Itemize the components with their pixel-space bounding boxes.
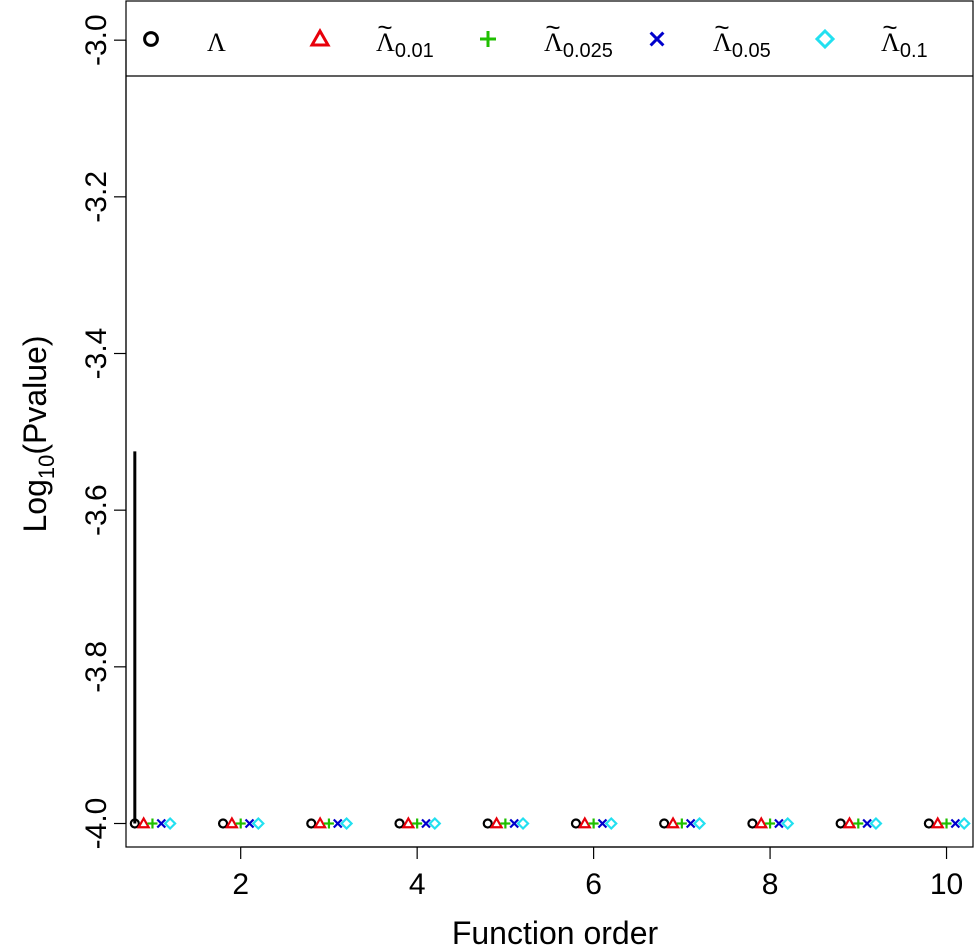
y-axis-title-subscript: 10 (34, 455, 59, 479)
y-axis-title-prefix: Log (17, 479, 53, 532)
data-point-series-2 (853, 818, 864, 829)
legend-label-sub: 0.05 (732, 40, 771, 62)
legend-label-3: Λ0.05 (713, 28, 771, 62)
x-axis: 2 4 6 8 10 (232, 846, 963, 901)
legend-label-main: Λ (376, 28, 395, 57)
data-point-series-3 (862, 818, 872, 829)
data-point-series-4 (163, 816, 177, 831)
y-tick-label: -3.0 (80, 14, 113, 66)
data-point-series-1 (313, 816, 327, 829)
legend-label-1: Λ0.01 (376, 28, 434, 62)
legend-label-main: Λ (881, 28, 900, 57)
data-point-series-1 (930, 816, 945, 829)
data-point-series-2 (588, 818, 599, 829)
data-point-series-4 (604, 816, 618, 831)
legend-label-4: Λ0.1 (881, 28, 928, 62)
data-point-series-0 (659, 818, 670, 829)
data-point-series-0 (482, 818, 493, 829)
data-point-series-4 (516, 816, 530, 831)
data-point-series-1 (842, 816, 857, 829)
data-point-series-1 (489, 816, 504, 829)
y-tick-label: -3.6 (80, 484, 113, 536)
data-point-series-4 (957, 816, 971, 831)
data-point-series-1 (224, 816, 239, 829)
legend-marker-0 (143, 31, 159, 47)
data-point-series-4 (340, 816, 354, 831)
legend-label-2: Λ0.025 (544, 28, 613, 62)
data-point-series-4 (781, 816, 795, 831)
data-point-series-2 (323, 818, 334, 829)
data-point-series-3 (509, 818, 519, 829)
y-tick-label: -4.0 (80, 798, 113, 850)
data-point-series-0 (394, 818, 405, 829)
data-point-series-3 (156, 818, 167, 829)
data-point-series-2 (147, 818, 158, 829)
legend-label-sub: 0.025 (563, 40, 613, 62)
data-point-series-2 (676, 818, 687, 829)
data-point-series-4 (251, 816, 265, 831)
legend-marker-4 (814, 28, 836, 50)
legend-tilde-3: ~ (714, 12, 729, 42)
data-point-series-3 (950, 818, 961, 829)
y-axis-title: Log10(Pvalue) (17, 335, 59, 532)
data-point-series-0 (747, 818, 758, 829)
legend-label-main: Λ (207, 28, 226, 57)
data-point-series-3 (774, 818, 784, 829)
data-point-series-3 (597, 818, 608, 829)
plot-frame (125, 0, 974, 848)
y-tick-label: -3.8 (80, 641, 113, 693)
y-axis-title-suffix: (Pvalue) (17, 335, 53, 454)
data-point-series-0 (570, 818, 582, 829)
data-point-series-3 (244, 818, 255, 829)
data-point-series-4 (428, 816, 442, 831)
data-point-series-0 (835, 818, 846, 829)
data-point-series-1 (577, 816, 592, 829)
data-point-series-2 (941, 818, 952, 829)
legend-label-main: Λ (544, 28, 563, 57)
x-tick-label: 8 (762, 868, 779, 901)
data-point-series-2 (765, 818, 776, 829)
data-point-series-1 (666, 816, 680, 829)
data-point-series-2 (235, 818, 246, 829)
data-point-series-0 (306, 818, 317, 829)
legend-marker-3 (649, 31, 665, 47)
legend-label-sub: 0.1 (900, 40, 928, 62)
data-point-series-4 (692, 816, 707, 831)
data-point-series-3 (421, 818, 431, 829)
x-tick-label: 10 (930, 868, 963, 901)
x-axis-title: Function order (452, 915, 659, 951)
data-point-series-2 (412, 818, 423, 829)
legend-tilde-2: ~ (545, 12, 560, 42)
data-point-series-3 (332, 818, 343, 829)
data-point-series-4 (869, 816, 883, 831)
data-marks (129, 451, 971, 831)
x-tick-label: 2 (232, 868, 249, 901)
legend: Λ~Λ0.01~Λ0.025~Λ0.05~Λ0.1 (126, 12, 973, 77)
legend-marker-1 (309, 27, 331, 47)
data-point-series-1 (754, 816, 769, 829)
legend-label-sub: 0.01 (395, 40, 434, 62)
data-point-series-0 (129, 818, 140, 829)
data-point-series-1 (401, 816, 416, 829)
legend-marker-2 (480, 31, 496, 47)
data-point-series-2 (500, 818, 511, 829)
legend-label-main: Λ (713, 28, 732, 57)
y-axis: -4.0 -3.8 -3.6 -3.4 -3.2 -3.0 (80, 14, 127, 850)
x-tick-label: 4 (409, 868, 426, 901)
legend-tilde-1: ~ (377, 12, 392, 42)
x-tick-label: 6 (585, 868, 602, 901)
y-tick-label: -3.2 (80, 171, 113, 223)
data-point-series-1 (136, 816, 151, 829)
legend-label-0: Λ (207, 28, 226, 57)
data-point-series-0 (923, 818, 934, 829)
legend-tilde-4: ~ (882, 12, 897, 42)
y-tick-label: -3.4 (80, 328, 113, 380)
data-point-series-0 (217, 818, 229, 829)
data-point-series-3 (685, 818, 696, 829)
